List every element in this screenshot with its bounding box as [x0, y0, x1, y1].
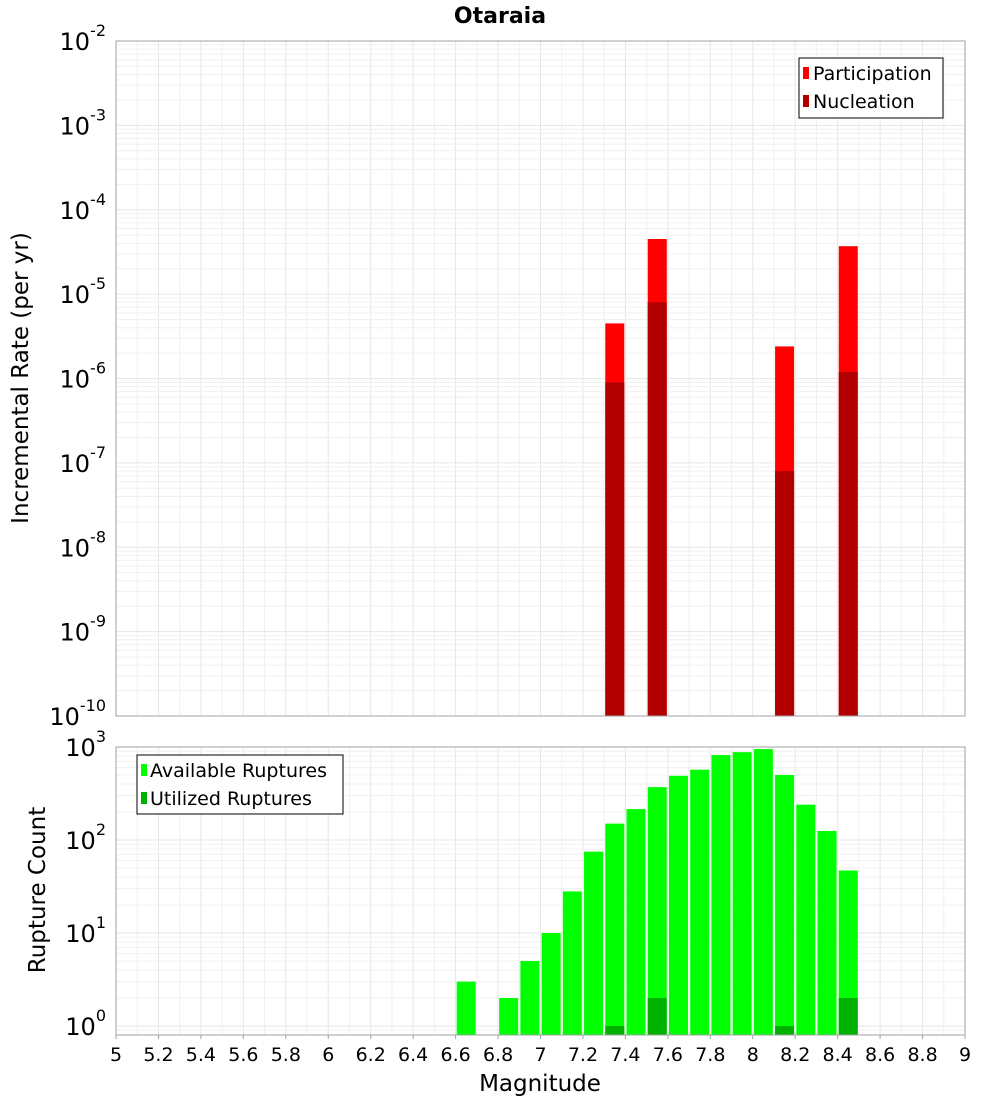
top-plot-gridlines — [115, 40, 966, 717]
x-tick-label: 8.8 — [907, 1044, 937, 1066]
x-tick-label: 7.4 — [610, 1044, 640, 1066]
bottom-bar-available-ruptures — [753, 749, 773, 1035]
top-y-tick-label: 10-3 — [60, 105, 107, 140]
top-plot-y-ticks: 10-10 10-9 10-8 10-7 10-6 10-5 10-4 10-3 10-2 — [49, 21, 106, 731]
x-tick-label: 7 — [534, 1044, 546, 1066]
x-tick-label: 5.6 — [228, 1044, 258, 1066]
x-tick-label: 5 — [110, 1044, 122, 1066]
bottom-bar-available-ruptures — [647, 787, 667, 1035]
legend-swatch-nucleation — [803, 95, 809, 107]
top-legend: Participation Nucleation — [798, 57, 944, 119]
x-axis-label: Magnitude — [479, 1071, 601, 1097]
x-tick-label: 6 — [322, 1044, 334, 1066]
top-y-tick-label: 10-9 — [60, 612, 107, 647]
bottom-bar-available-ruptures — [796, 804, 816, 1035]
top-bar-nucleation — [647, 302, 667, 716]
x-tick-label: 8.2 — [780, 1044, 810, 1066]
bottom-y-tick-label: 100 — [65, 1006, 106, 1041]
chart-title: Otaraia — [454, 4, 546, 29]
bottom-bar-available-ruptures — [668, 775, 688, 1035]
top-legend-box — [798, 57, 944, 119]
x-tick-label: 9 — [959, 1044, 971, 1066]
x-tick-label: 6.6 — [440, 1044, 470, 1066]
top-y-tick-label: 10-5 — [60, 274, 107, 309]
bottom-bar-utilized-ruptures — [605, 1025, 625, 1035]
x-tick-label: 5.2 — [143, 1044, 173, 1066]
top-y-tick-label: 10-10 — [49, 696, 106, 731]
bottom-bar-available-ruptures — [690, 769, 710, 1035]
x-tick-label: 6.8 — [483, 1044, 513, 1066]
x-tick-label: 8.6 — [865, 1044, 895, 1066]
top-plot-bars — [605, 239, 858, 716]
x-tick-label: 7.2 — [568, 1044, 598, 1066]
x-tick-label: 8 — [747, 1044, 759, 1066]
top-y-tick-label: 10-2 — [60, 21, 107, 56]
bottom-bar-available-ruptures — [711, 755, 731, 1035]
bottom-legend: Available Ruptures Utilized Ruptures — [136, 754, 344, 815]
top-bar-nucleation — [838, 371, 858, 716]
x-tick-label: 5.8 — [271, 1044, 301, 1066]
bottom-bar-available-ruptures — [584, 851, 604, 1035]
bottom-y-tick-label: 101 — [65, 913, 106, 948]
legend-swatch-utilized-ruptures — [141, 792, 147, 804]
bottom-plot-y-ticks: 100 101 102 103 — [65, 727, 106, 1041]
bottom-bar-available-ruptures — [456, 981, 476, 1035]
bottom-bar-available-ruptures — [817, 830, 837, 1035]
bottom-bar-available-ruptures — [499, 997, 519, 1035]
legend-label-available-ruptures: Available Ruptures — [150, 760, 327, 782]
top-y-tick-label: 10-8 — [60, 527, 107, 562]
x-tick-label: 6.2 — [356, 1044, 386, 1066]
legend-label-nucleation: Nucleation — [813, 91, 915, 113]
bottom-y-tick-label: 102 — [65, 820, 106, 855]
bottom-bar-available-ruptures — [562, 891, 582, 1035]
top-bar-nucleation — [605, 382, 625, 716]
bottom-bar-available-ruptures — [626, 809, 646, 1035]
bottom-bar-available-ruptures — [775, 774, 795, 1035]
x-tick-label: 7.6 — [653, 1044, 683, 1066]
x-tick-label: 5.4 — [186, 1044, 216, 1066]
bottom-bar-utilized-ruptures — [838, 997, 858, 1035]
bottom-bar-utilized-ruptures — [775, 1025, 795, 1035]
top-bar-nucleation — [775, 471, 795, 716]
bottom-bar-utilized-ruptures — [647, 997, 667, 1035]
top-y-tick-label: 10-6 — [60, 359, 107, 394]
bottom-plot-bars — [456, 749, 858, 1035]
bottom-plot-x-ticks: 5 5.2 5.4 5.6 5.8 6 6.2 6.4 6.6 6.8 7 7.2 7.4 7.6 7.8 8… — [110, 1035, 971, 1066]
bottom-legend-box — [136, 754, 344, 815]
bottom-y-axis-label: Rupture Count — [25, 807, 51, 973]
top-y-tick-label: 10-7 — [60, 443, 107, 478]
legend-label-utilized-ruptures: Utilized Ruptures — [150, 788, 312, 810]
top-y-tick-label: 10-4 — [60, 190, 107, 225]
bottom-bar-available-ruptures — [605, 823, 625, 1035]
top-plot-area — [115, 40, 966, 717]
x-tick-label: 7.8 — [695, 1044, 725, 1066]
bottom-bar-available-ruptures — [732, 752, 752, 1035]
top-y-axis-label: Incremental Rate (per yr) — [8, 232, 34, 524]
legend-label-participation: Participation — [813, 63, 932, 85]
bottom-bar-available-ruptures — [520, 960, 540, 1035]
bottom-y-tick-label: 103 — [65, 727, 106, 762]
x-tick-label: 8.4 — [823, 1044, 853, 1066]
legend-swatch-available-ruptures — [141, 764, 147, 776]
x-tick-label: 6.4 — [398, 1044, 428, 1066]
bottom-bar-available-ruptures — [541, 932, 561, 1035]
legend-swatch-participation — [803, 67, 809, 79]
bottom-bar-available-ruptures — [838, 870, 858, 1035]
